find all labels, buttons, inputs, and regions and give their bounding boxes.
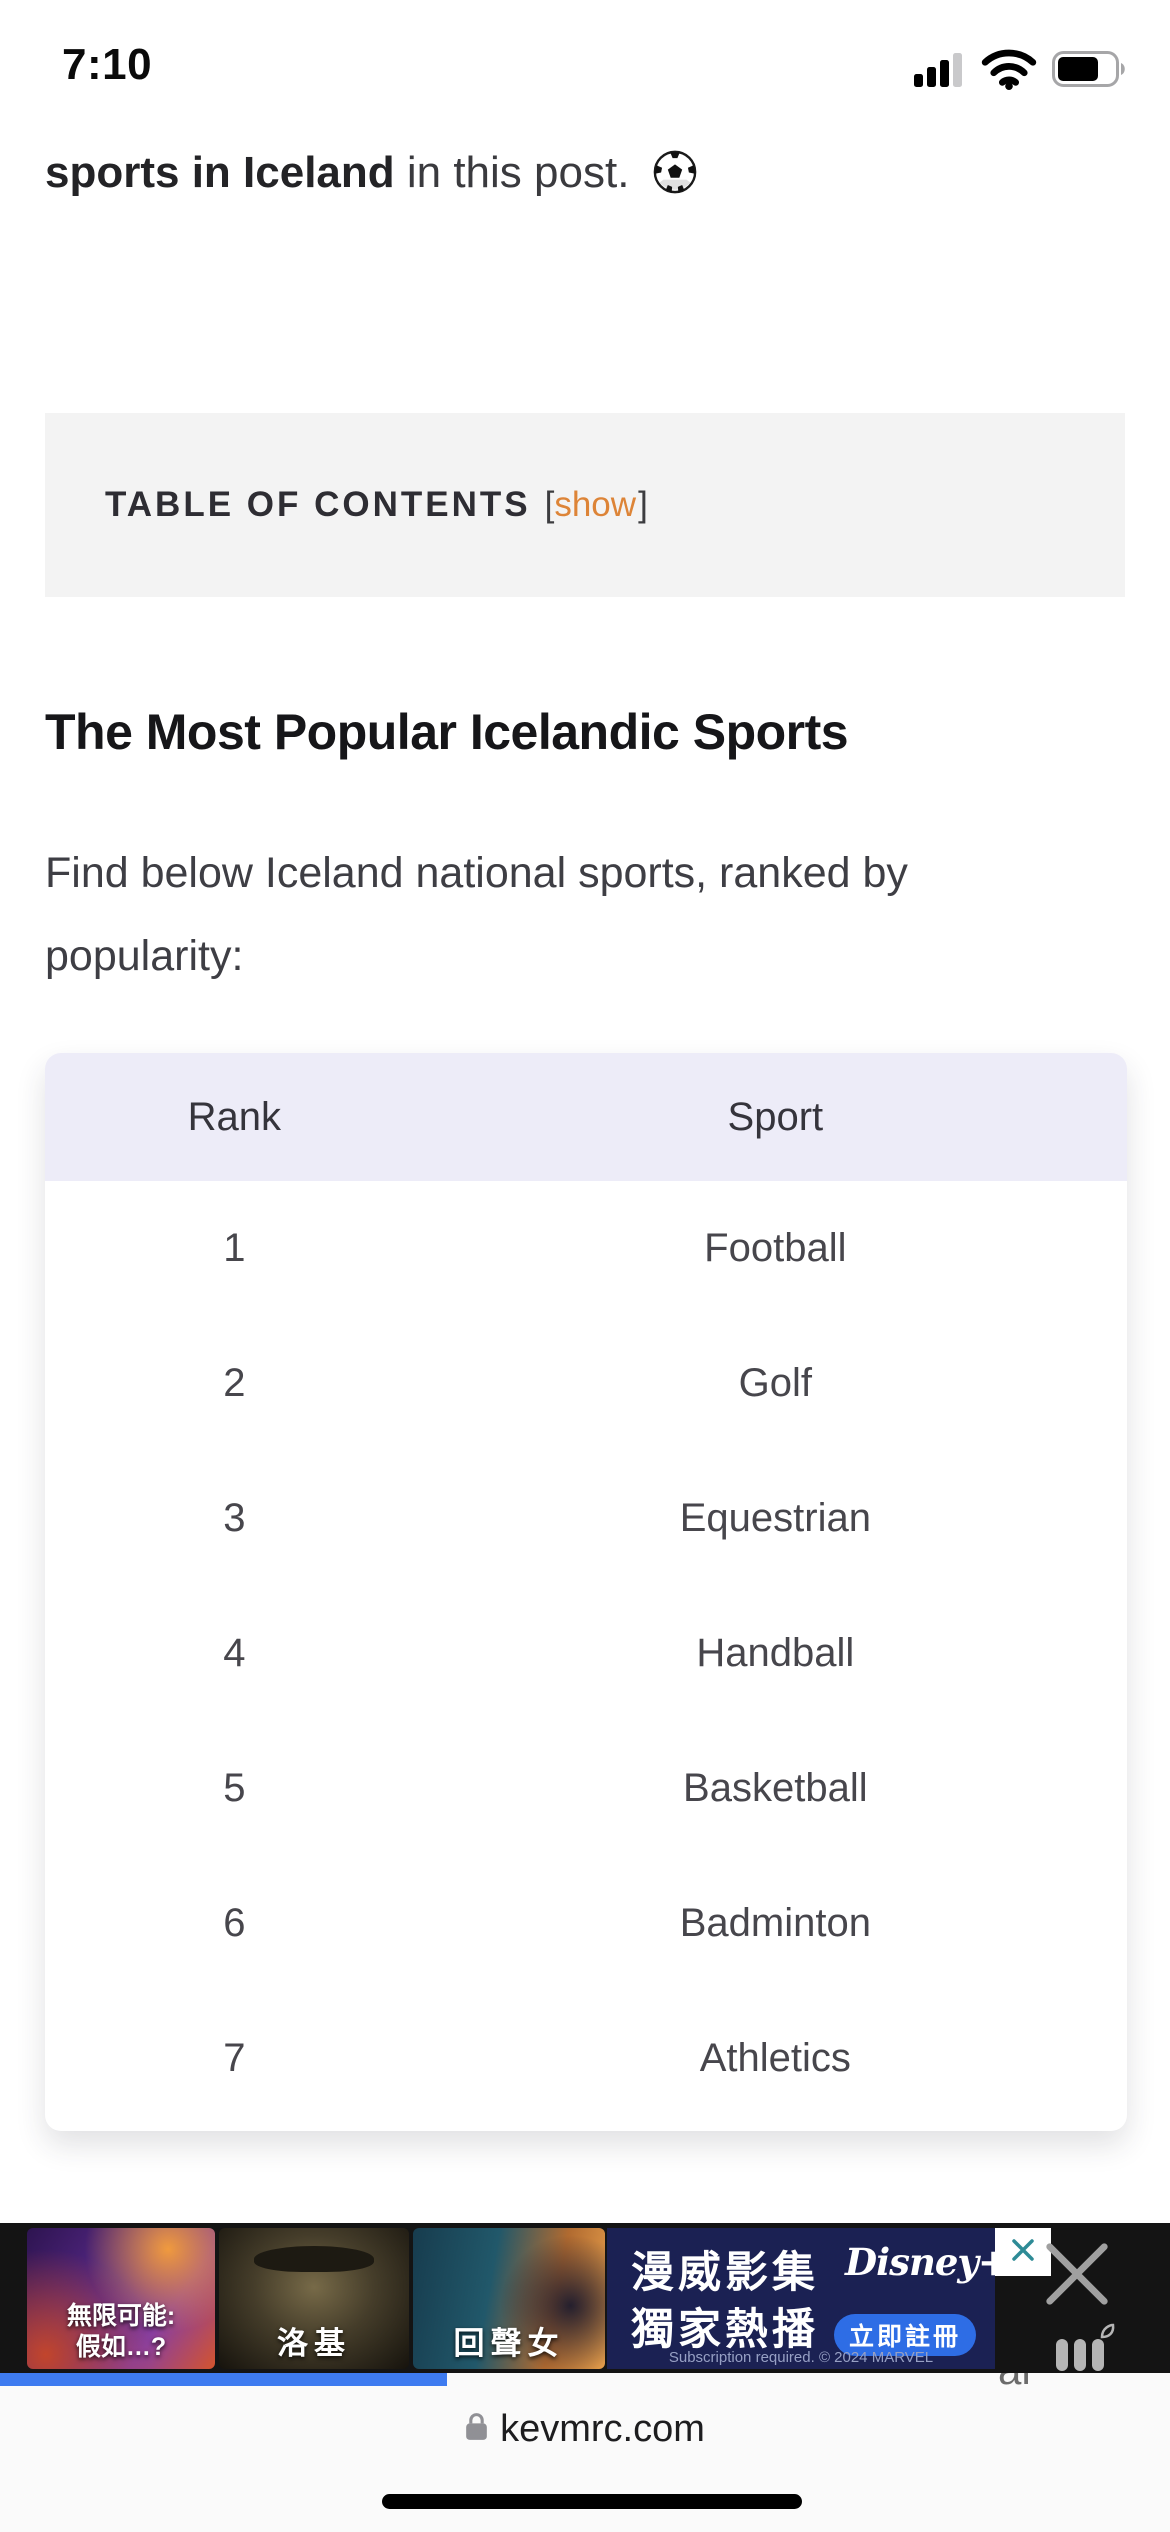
sport-cell: Basketball — [683, 1766, 868, 1810]
ad-promo-panel[interactable]: 漫威影集 獨家熱播 Disney+ 立即註冊 Subscription requ… — [607, 2228, 1051, 2369]
ad-poster-loki[interactable]: 洛基 — [219, 2228, 409, 2369]
page-load-progress-bar — [0, 2373, 447, 2386]
toc-show-link[interactable]: show — [554, 485, 637, 524]
cellular-signal-icon — [914, 50, 966, 93]
mediavine-logo[interactable] — [1050, 2323, 1116, 2378]
ad-disclaimer: Subscription required. © 2024 MARVEL — [668, 2349, 934, 2366]
sport-cell: Football — [704, 1226, 847, 1270]
address-bar[interactable]: kevmrc.com — [0, 2404, 1170, 2454]
close-icon — [1008, 2235, 1038, 2270]
sport-cell: Equestrian — [679, 1496, 871, 1540]
table-row: 3 Equestrian — [45, 1451, 1127, 1586]
address-bar-url: kevmrc.com — [500, 2407, 705, 2450]
sport-cell: Athletics — [699, 2036, 851, 2080]
ad-poster-caption: 洛基 — [277, 2326, 351, 2361]
toc-title: TABLE OF CONTENTS — [105, 485, 531, 524]
section-paragraph: Find below Iceland national sports, rank… — [45, 849, 908, 980]
ad-poster-echo[interactable]: 回聲女 — [413, 2228, 605, 2369]
intro-bold-text: sports in Iceland — [45, 148, 395, 197]
table-row: 2 Golf — [45, 1316, 1127, 1451]
close-icon — [1040, 2243, 1114, 2315]
toc-bracket-close: ] — [638, 485, 648, 524]
rank-cell: 7 — [223, 2036, 246, 2080]
table-row: 4 Handball — [45, 1586, 1127, 1721]
home-indicator[interactable] — [382, 2494, 802, 2509]
status-icons — [914, 48, 1128, 95]
sport-cell: Badminton — [679, 1901, 871, 1945]
ad-poster-what-if[interactable]: 無限可能: 假如…? — [27, 2228, 215, 2369]
wifi-icon — [980, 48, 1038, 95]
ad-poster-caption: 回聲女 — [453, 2326, 565, 2361]
disney-plus-logo: Disney+ — [845, 2240, 1009, 2284]
rank-cell: 4 — [223, 1631, 246, 1675]
lock-icon — [465, 2411, 488, 2447]
status-time: 7:10 — [62, 40, 153, 89]
ad-close-button[interactable] — [1040, 2237, 1114, 2316]
section-heading: The Most Popular Icelandic Sports — [45, 704, 849, 760]
poster-hat-shape — [254, 2246, 374, 2272]
table-of-contents-box: TABLE OF CONTENTS [ show ] — [45, 413, 1125, 597]
ad-headline-line2: 獨家熱播 — [631, 2306, 819, 2354]
table-row: 6 Badminton — [45, 1856, 1127, 1991]
sports-ranking-table: Rank Sport 1 Football 2 Golf 3 Equestria… — [45, 1053, 1127, 2131]
table-row: 5 Basketball — [45, 1721, 1127, 1856]
soccer-ball-icon — [652, 149, 698, 206]
rank-cell: 1 — [223, 1226, 246, 1270]
battery-icon — [1052, 51, 1128, 92]
ad-poster-caption: 無限可能: 假如…? — [66, 2302, 176, 2361]
sport-cell: Handball — [696, 1631, 855, 1675]
table-row: 7 Athletics — [45, 1991, 1127, 2126]
table-row: 1 Football — [45, 1181, 1127, 1316]
ad-headline-line1: 漫威影集 — [631, 2249, 819, 2297]
column-header-rank: Rank — [187, 1094, 282, 1139]
ad-banner[interactable]: 無限可能: 假如…? 洛基 回聲女 漫威影集 獨家熱播 Disney+ 立即註冊… — [0, 2223, 1170, 2373]
ad-signup-button[interactable]: 立即註冊 — [834, 2314, 976, 2356]
sport-cell: Golf — [738, 1361, 813, 1405]
rank-cell: 3 — [223, 1496, 246, 1540]
column-header-sport: Sport — [727, 1094, 824, 1139]
table-header-row: Rank Sport — [45, 1053, 1127, 1181]
rank-cell: 2 — [223, 1361, 246, 1405]
article-intro-sentence: sports in Iceland in this post. — [45, 148, 1125, 206]
intro-regular-text: in this post. — [394, 148, 630, 197]
rank-cell: 6 — [223, 1901, 246, 1945]
ad-creative-close-button[interactable] — [995, 2228, 1051, 2276]
rank-cell: 5 — [223, 1766, 246, 1810]
toc-bracket-open: [ — [544, 485, 555, 524]
